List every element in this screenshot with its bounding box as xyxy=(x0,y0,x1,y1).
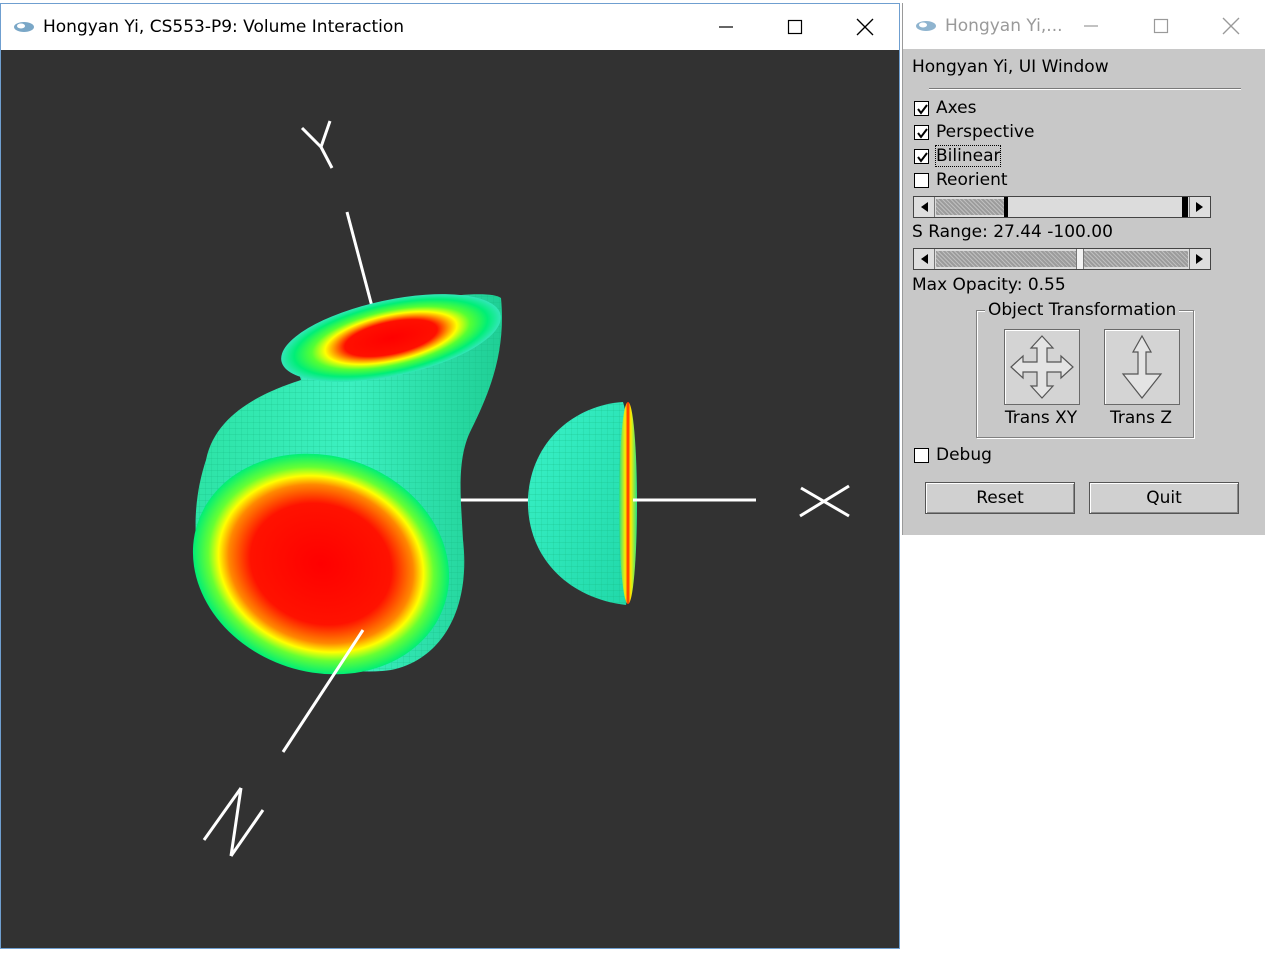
ui-maximize-button[interactable] xyxy=(1131,3,1191,49)
volume-front-slice xyxy=(192,453,450,675)
s-range-fill xyxy=(936,199,1004,215)
x-axis-label xyxy=(799,484,850,518)
axes-checkbox[interactable] xyxy=(914,100,929,116)
perspective-checkbox-row[interactable]: Perspective xyxy=(914,121,1034,143)
bilinear-checkbox-row[interactable]: Bilinear xyxy=(914,145,1002,167)
close-icon xyxy=(1222,17,1240,35)
maximize-icon xyxy=(787,19,803,35)
y-axis-label xyxy=(300,120,334,169)
quit-button[interactable]: Quit xyxy=(1089,482,1239,514)
s-range-min-handle[interactable] xyxy=(1004,197,1008,217)
main-window-title: Hongyan Yi, CS553-P9: Volume Interaction xyxy=(43,17,405,37)
app-icon xyxy=(14,22,34,32)
opacity-handle[interactable] xyxy=(1076,249,1084,269)
move-z-icon xyxy=(1121,334,1163,399)
main-titlebar[interactable]: Hongyan Yi, CS553-P9: Volume Interaction xyxy=(1,4,899,50)
close-button[interactable] xyxy=(830,4,900,50)
s-range-right-arrow[interactable] xyxy=(1189,197,1210,217)
arrow-left-icon xyxy=(921,202,928,212)
checkmark-icon xyxy=(917,151,928,163)
close-icon xyxy=(856,18,874,36)
minimize-icon xyxy=(1084,25,1098,27)
separator xyxy=(929,88,1241,90)
trans-xy-button[interactable] xyxy=(1004,329,1080,405)
volume-render-canvas[interactable] xyxy=(1,50,899,948)
ui-minimize-button[interactable] xyxy=(1061,3,1121,49)
z-axis-line xyxy=(281,629,365,753)
s-range-left-arrow[interactable] xyxy=(914,197,935,217)
debug-checkbox-label: Debug xyxy=(936,445,992,465)
max-opacity-slider[interactable] xyxy=(913,248,1211,270)
volume-hemisphere-rim xyxy=(619,402,637,604)
max-opacity-label: Max Opacity: 0.55 xyxy=(912,275,1066,295)
reorient-checkbox-row[interactable]: Reorient xyxy=(914,169,1008,191)
trans-z-button[interactable] xyxy=(1104,329,1180,405)
group-title: Object Transformation xyxy=(985,300,1180,320)
perspective-checkbox-label: Perspective xyxy=(936,122,1035,142)
volume-top-slice xyxy=(281,294,501,382)
ui-titlebar[interactable]: Hongyan Yi,... xyxy=(903,3,1265,49)
checkmark-icon xyxy=(917,103,928,115)
move-xy-icon xyxy=(1010,335,1074,399)
reorient-checkbox[interactable] xyxy=(914,172,929,188)
axes-checkbox-row[interactable]: Axes xyxy=(914,97,976,119)
opacity-left-arrow[interactable] xyxy=(914,249,935,269)
trans-z-label: Trans Z xyxy=(1110,408,1172,428)
checkmark-icon xyxy=(917,127,928,139)
volume-render xyxy=(192,120,850,857)
reset-button[interactable]: Reset xyxy=(925,482,1075,514)
bilinear-checkbox-label: Bilinear xyxy=(934,145,1002,167)
ui-close-button[interactable] xyxy=(1201,3,1261,49)
ui-control-window: Hongyan Yi,... Hongyan Yi, UI Window Axe… xyxy=(902,3,1265,535)
opacity-fill-right xyxy=(1084,251,1188,267)
object-transformation-group: Object Transformation Trans XY Trans Z xyxy=(976,300,1194,438)
s-range-max-handle[interactable] xyxy=(1182,197,1188,217)
perspective-checkbox[interactable] xyxy=(914,124,929,140)
debug-checkbox[interactable] xyxy=(914,447,929,463)
arrow-right-icon xyxy=(1196,254,1203,264)
trans-xy-label: Trans XY xyxy=(1004,408,1078,428)
arrow-left-icon xyxy=(921,254,928,264)
reorient-checkbox-label: Reorient xyxy=(936,170,1008,190)
maximize-icon xyxy=(1153,18,1169,34)
minimize-icon xyxy=(719,26,733,28)
ui-app-icon xyxy=(916,21,936,31)
bilinear-checkbox[interactable] xyxy=(914,148,929,164)
arrow-right-icon xyxy=(1196,202,1203,212)
opacity-right-arrow[interactable] xyxy=(1189,249,1210,269)
axes-checkbox-label: Axes xyxy=(936,98,977,118)
debug-checkbox-row[interactable]: Debug xyxy=(914,444,992,466)
ui-heading: Hongyan Yi, UI Window xyxy=(912,57,1109,77)
opacity-fill-left xyxy=(936,251,1076,267)
volume-interaction-window: Hongyan Yi, CS553-P9: Volume Interaction xyxy=(0,3,900,949)
minimize-button[interactable] xyxy=(691,4,761,50)
s-range-label: S Range: 27.44 -100.00 xyxy=(912,222,1113,242)
z-axis-label xyxy=(202,787,265,857)
s-range-slider[interactable] xyxy=(913,196,1211,218)
maximize-button[interactable] xyxy=(760,4,830,50)
ui-window-title: Hongyan Yi,... xyxy=(945,16,1063,36)
